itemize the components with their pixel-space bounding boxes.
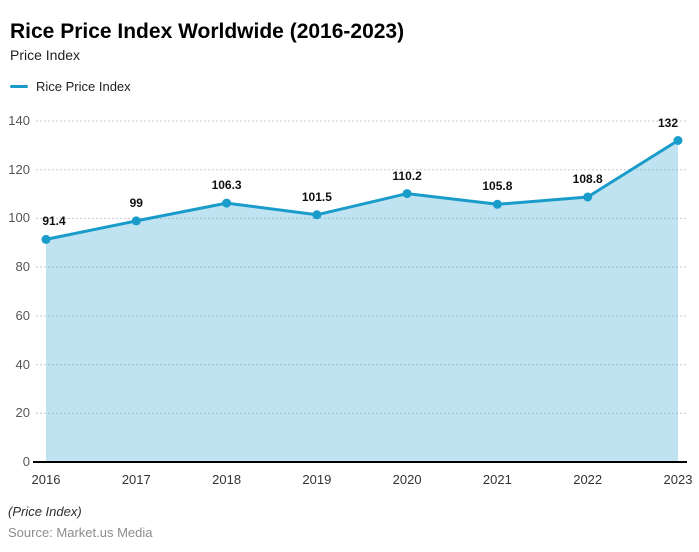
data-point-marker[interactable] bbox=[583, 192, 593, 202]
data-point-label: 106.3 bbox=[211, 178, 242, 193]
x-axis-tick-label: 2019 bbox=[302, 472, 332, 487]
y-axis-tick-label: 20 bbox=[15, 405, 30, 421]
series-line bbox=[44, 139, 680, 241]
data-point-marker[interactable] bbox=[402, 189, 412, 199]
y-axis-tick-label: 40 bbox=[15, 356, 30, 372]
y-axis-tick-label: 140 bbox=[8, 113, 30, 128]
data-point-marker[interactable] bbox=[41, 234, 51, 244]
chart-subtitle: Price Index bbox=[10, 47, 81, 63]
chart-plot-area: 0 20 40 60 80 100 120 140 2016 2017 2018 2019 2020 2… bbox=[0, 105, 699, 500]
chart-title: Rice Price Index Worldwide (2016-2023) bbox=[10, 20, 405, 44]
data-point-marker[interactable] bbox=[131, 216, 141, 226]
data-point-label: 110.2 bbox=[392, 168, 422, 183]
data-point-marker[interactable] bbox=[312, 210, 322, 220]
y-axis-tick-label: 120 bbox=[8, 161, 30, 177]
data-point-marker[interactable] bbox=[222, 198, 232, 208]
y-axis-tick-label: 100 bbox=[8, 210, 30, 226]
y-axis-tick-label: 0 bbox=[22, 454, 30, 469]
data-point-label: 101.5 bbox=[301, 189, 332, 204]
legend-item-rice-price-index[interactable]: Rice Price Index bbox=[10, 79, 131, 94]
x-axis-tick-label: 2020 bbox=[392, 472, 422, 487]
data-point-marker[interactable] bbox=[673, 136, 683, 145]
x-axis-tick-label: 2023 bbox=[663, 472, 693, 487]
footnote: (Price Index) bbox=[8, 504, 82, 519]
data-point-label: 99 bbox=[129, 195, 143, 210]
y-axis-tick-label: 80 bbox=[15, 259, 30, 275]
x-axis-tick-label: 2018 bbox=[212, 472, 242, 487]
area-fill bbox=[46, 140, 678, 462]
y-axis-tick-label: 60 bbox=[15, 307, 30, 323]
x-axis-tick-label: 2017 bbox=[121, 472, 151, 487]
data-point-label: 108.8 bbox=[572, 172, 603, 186]
x-axis-tick-label: 2022 bbox=[573, 472, 603, 487]
data-point-label: 105.8 bbox=[482, 179, 513, 194]
chart-canvas bbox=[33, 120, 687, 463]
x-axis-tick-label: 2021 bbox=[482, 472, 512, 487]
x-axis-tick-label: 2016 bbox=[31, 472, 61, 487]
legend-line-swatch bbox=[10, 85, 28, 88]
data-point-label: 132 bbox=[657, 115, 679, 130]
data-point-marker[interactable] bbox=[492, 199, 502, 209]
data-point-label: 91.4 bbox=[42, 214, 66, 229]
source-credit: Source: Market.us Media bbox=[8, 525, 153, 540]
legend-label: Rice Price Index bbox=[36, 79, 131, 94]
legend: Rice Price Index bbox=[10, 79, 131, 94]
